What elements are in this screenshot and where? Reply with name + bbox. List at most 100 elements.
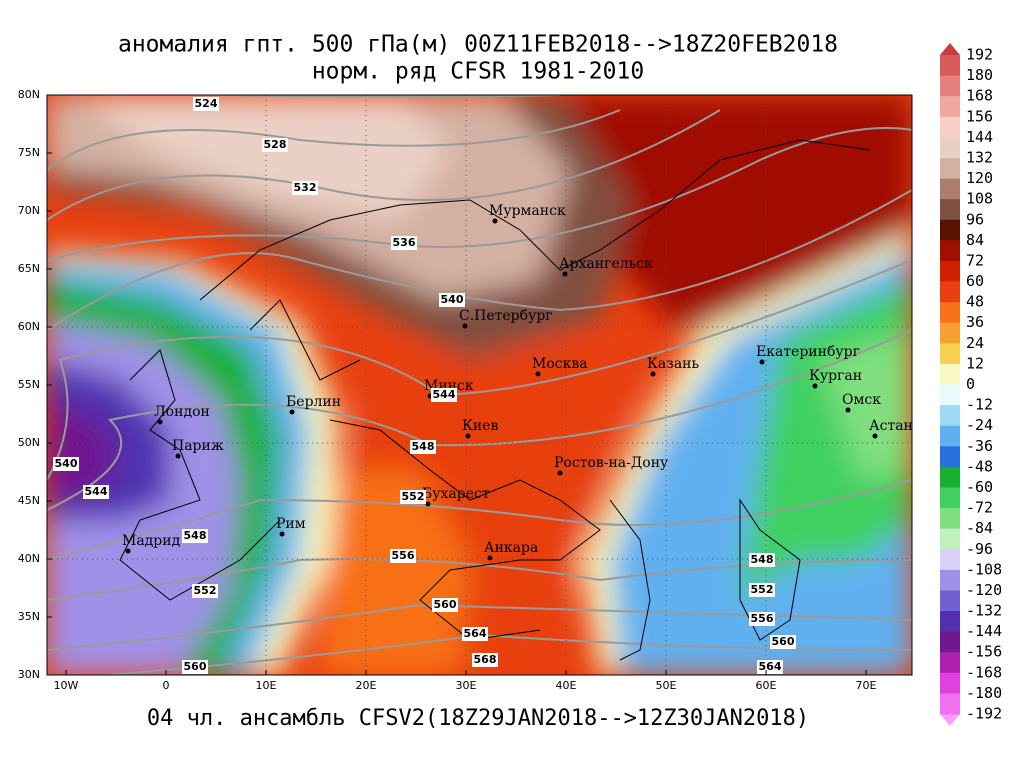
colorbar-swatch (940, 405, 960, 427)
contour-label: 540 (441, 293, 464, 306)
colorbar-swatch (940, 116, 960, 138)
lon-label: 0 (163, 679, 170, 692)
lon-label: 50E (656, 679, 677, 692)
city-dot (845, 407, 851, 413)
city-label: Астана (869, 418, 921, 434)
lat-label: 45N (18, 494, 40, 507)
contour-label: 544 (85, 485, 108, 498)
contour-label-bg (83, 485, 109, 499)
lat-label: 80N (18, 88, 40, 101)
lon-label: 20E (356, 679, 377, 692)
lat-label: 60N (18, 320, 40, 333)
contour-label: 540 (55, 457, 78, 470)
colorbar-label: 60 (966, 272, 984, 290)
colorbar-swatch (940, 569, 960, 591)
city-label: Москва (532, 356, 588, 372)
colorbar-swatch (940, 652, 960, 674)
city-dot (425, 501, 431, 507)
colorbar-label: 84 (966, 231, 984, 249)
colorbar-label: 0 (966, 375, 975, 393)
colorbar-swatch (940, 528, 960, 550)
colorbar-swatch (940, 240, 960, 262)
city-dot (462, 323, 468, 329)
colorbar-label: 180 (966, 66, 993, 84)
colorbar-swatch (940, 672, 960, 694)
colorbar-swatch (940, 631, 960, 653)
contour-label-bg (472, 653, 498, 667)
lon-label: 10W (54, 679, 79, 692)
contour-label-bg (749, 553, 775, 567)
city-dot (157, 419, 163, 425)
contour-label: 544 (433, 388, 456, 401)
city-dot (650, 371, 656, 377)
contour-label: 564 (759, 660, 782, 673)
colorbar-label: 48 (966, 293, 984, 311)
city-label: Рим (276, 516, 306, 532)
city-label: Лондон (154, 404, 210, 420)
colorbar-label: 192 (966, 46, 993, 64)
lat-label: 65N (18, 262, 40, 275)
contour-label: 560 (434, 598, 457, 611)
contour-label-bg (400, 490, 426, 504)
colorbar-swatch (940, 178, 960, 200)
contour-label: 528 (264, 138, 287, 151)
city-dot (535, 371, 541, 377)
colorbar-label: -36 (966, 437, 993, 455)
contour-label: 532 (294, 181, 317, 194)
colorbar-label: -120 (966, 581, 1002, 599)
city-dot (465, 433, 471, 439)
colorbar-label: -180 (966, 684, 1002, 702)
colorbar-label: -144 (966, 622, 1002, 640)
city-dot (487, 555, 493, 561)
lat-label: 75N (18, 146, 40, 159)
colorbar-under (940, 714, 960, 726)
colorbar-label: -156 (966, 643, 1002, 661)
city-dot (562, 271, 568, 277)
colorbar-swatch (940, 363, 960, 385)
colorbar-label: 120 (966, 169, 993, 187)
colorbar-label: 24 (966, 334, 984, 352)
contour-label-bg (182, 529, 208, 543)
colorbar-label: -168 (966, 663, 1002, 681)
contour-label: 524 (195, 97, 218, 110)
colorbar-swatch (940, 693, 960, 715)
colorbar-label: -12 (966, 396, 993, 414)
colorbar-swatch (940, 343, 960, 365)
city-label: Архангельск (559, 256, 653, 272)
colorbar-label: 132 (966, 148, 993, 166)
contour-label: 548 (412, 440, 435, 453)
contour-label: 536 (393, 236, 416, 249)
city-label: С.Петербург (459, 308, 553, 324)
city-dot (175, 453, 181, 459)
lat-label: 40N (18, 552, 40, 565)
contour-label-bg (432, 598, 458, 612)
colorbar-label: 36 (966, 313, 984, 331)
colorbar-label: 96 (966, 210, 984, 228)
contour-label: 568 (474, 653, 497, 666)
contour-label-bg (439, 293, 465, 307)
city-label: Казань (647, 356, 699, 372)
city-dot (872, 433, 878, 439)
lon-label: 10E (256, 679, 277, 692)
colorbar-swatch (940, 75, 960, 97)
contour-label-bg (192, 584, 218, 598)
colorbar-swatch (940, 487, 960, 509)
colorbar-over (940, 43, 960, 55)
contour-label-bg (770, 635, 796, 649)
lat-label: 55N (18, 378, 40, 391)
colorbar-label: -72 (966, 499, 993, 517)
contour-label-bg (431, 388, 457, 402)
colorbar-label: -48 (966, 457, 993, 475)
colorbar-swatch (940, 611, 960, 633)
city-dot (125, 548, 131, 554)
contour-label-bg (262, 138, 288, 152)
contour-label: 560 (772, 635, 795, 648)
colorbar-swatch (940, 281, 960, 303)
contour-label-bg (749, 583, 775, 597)
colorbar-swatch (940, 425, 960, 447)
city-label: Киев (462, 418, 498, 434)
city-label: Мурманск (489, 203, 566, 219)
lon-label: 70E (856, 679, 877, 692)
colorbar-label: 156 (966, 107, 993, 125)
